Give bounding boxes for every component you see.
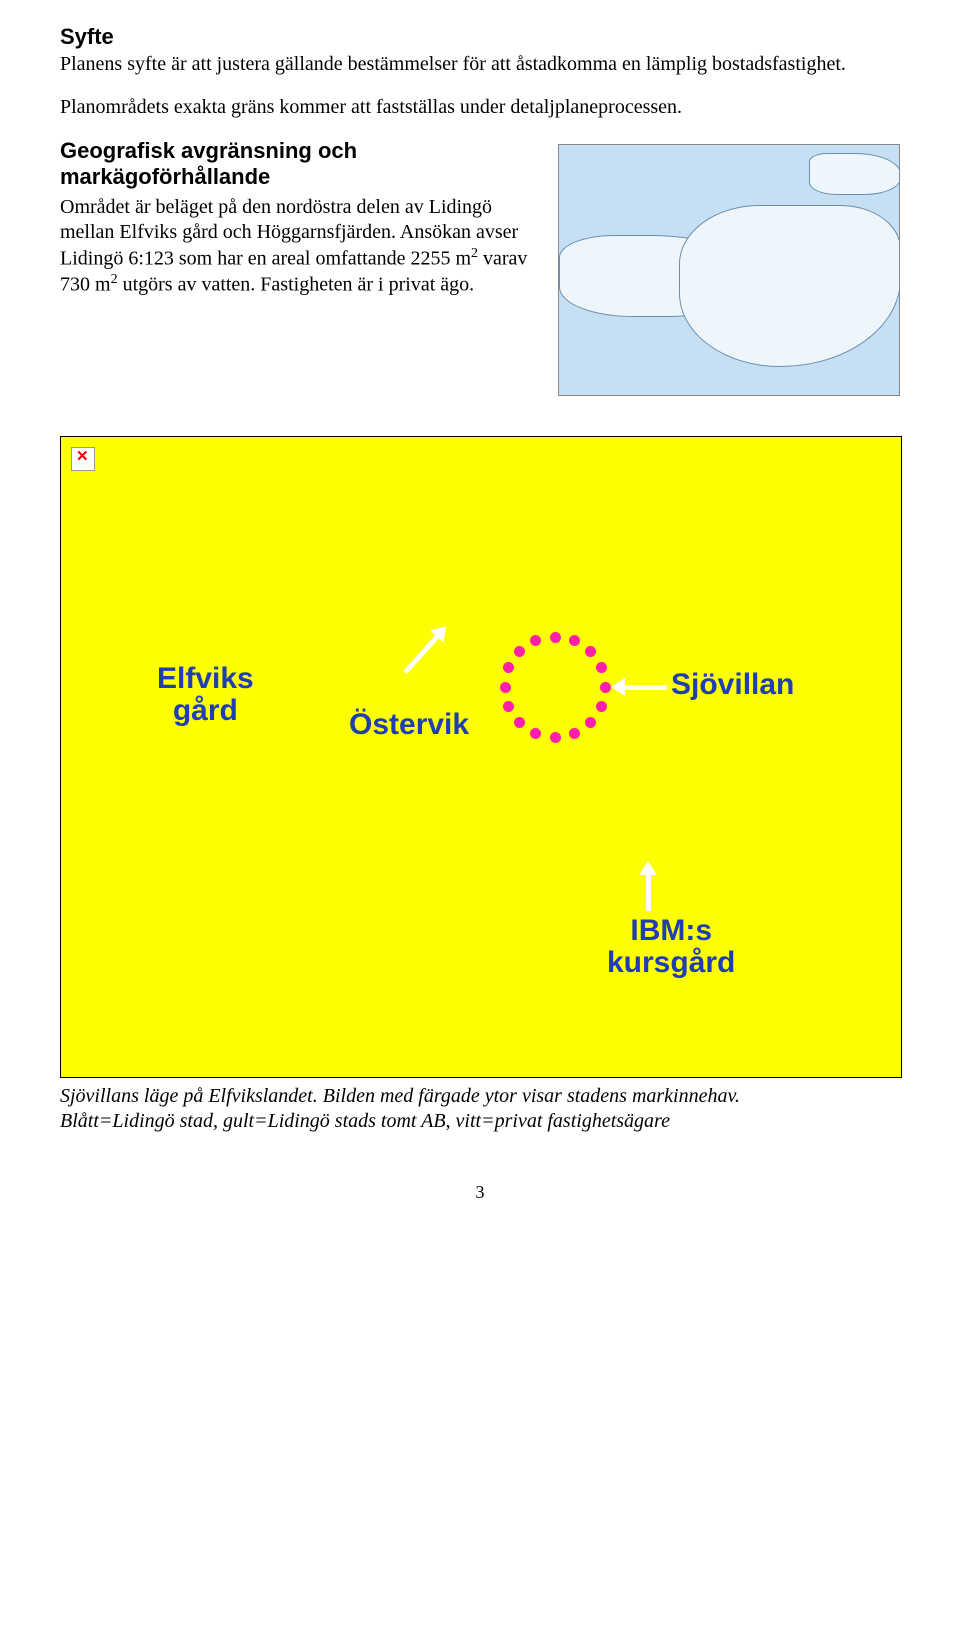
label-elfviks-gard: Elfviks gård	[157, 663, 254, 726]
highlight-dot	[500, 682, 511, 693]
heading-geo-line1: Geografisk avgränsning och	[60, 138, 357, 163]
highlight-dot	[530, 728, 541, 739]
highlight-dot	[569, 635, 580, 646]
highlight-dot	[550, 632, 561, 643]
overview-map	[558, 144, 900, 396]
location-map: Elfviks gård Östervik Sjövillan IBM:s ku…	[60, 436, 902, 1078]
paragraph-2: Planområdets exakta gräns kommer att fas…	[60, 95, 900, 120]
map-landmass	[679, 205, 900, 367]
arrow-ibm	[646, 871, 651, 911]
highlight-dot	[600, 682, 611, 693]
highlight-dot	[585, 646, 596, 657]
highlight-dot	[514, 717, 525, 728]
paragraph-3: Området är beläget på den nordöstra dele…	[60, 195, 534, 298]
paragraph-1: Planens syfte är att justera gällande be…	[60, 52, 900, 77]
heading-geo: Geografisk avgränsning och markägoförhål…	[60, 138, 534, 191]
highlight-dot	[585, 717, 596, 728]
arrow-sjovillan	[621, 685, 667, 690]
map-landmass	[809, 153, 900, 195]
highlight-dot	[503, 701, 514, 712]
broken-image-icon	[71, 447, 95, 471]
highlight-dot	[596, 701, 607, 712]
figure-caption: Sjövillans läge på Elfvikslandet. Bilden…	[60, 1084, 900, 1134]
arrow-ostervik	[403, 632, 442, 674]
label-ibm-kursgard: IBM:s kursgård	[607, 915, 735, 978]
highlight-dot	[569, 728, 580, 739]
label-ostervik: Östervik	[349, 709, 469, 741]
label-sjovillan: Sjövillan	[671, 669, 794, 701]
highlight-dot	[514, 646, 525, 657]
highlight-dot	[530, 635, 541, 646]
highlight-dot	[550, 732, 561, 743]
page-number: 3	[60, 1182, 900, 1203]
highlight-dot	[596, 662, 607, 673]
highlight-circle	[499, 631, 611, 743]
highlight-dot	[503, 662, 514, 673]
heading-geo-line2: markägoförhållande	[60, 164, 270, 189]
heading-syfte: Syfte	[60, 24, 900, 50]
